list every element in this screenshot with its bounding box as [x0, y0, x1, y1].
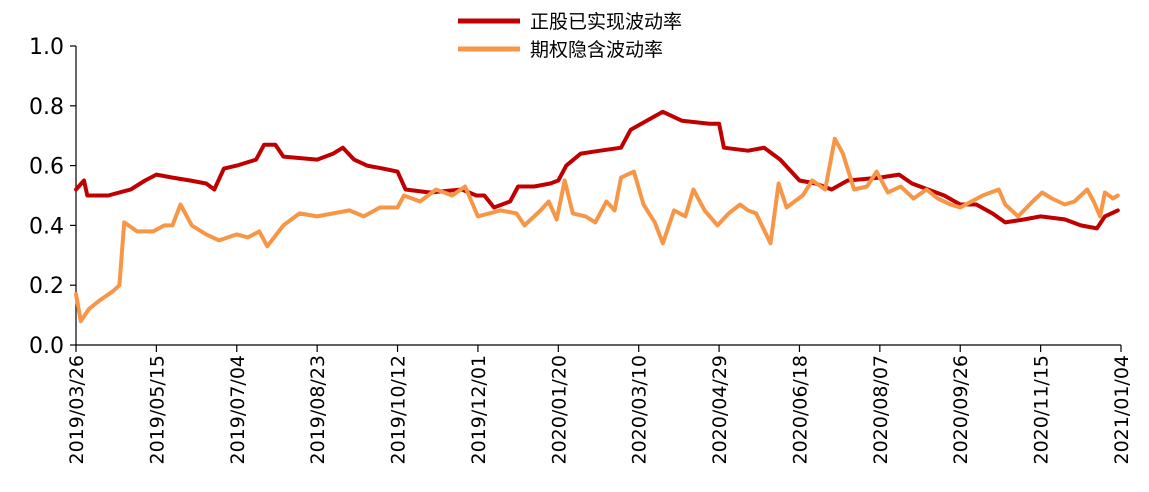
x-tick-label: 2020/03/10: [629, 355, 651, 465]
legend-label-implied-vol: 期权隐含波动率: [530, 39, 663, 61]
y-tick-label: 0.6: [29, 155, 64, 180]
series-line-realized-vol: [74, 109, 1120, 231]
legend-label-realized-vol: 正股已实现波动率: [530, 11, 682, 33]
x-tick-label: 2019/12/01: [468, 355, 490, 465]
x-tick-label: 2021/01/04: [1111, 355, 1133, 465]
x-tick-label: 2019/08/23: [307, 355, 329, 465]
y-tick-label: 0.8: [29, 95, 64, 120]
x-tick-label: 2020/06/18: [789, 355, 811, 465]
y-tick-label: 1.0: [29, 35, 64, 60]
x-tick-label: 2019/10/12: [388, 355, 410, 465]
y-tick-label: 0.0: [29, 334, 64, 359]
x-tick-label: 2020/04/29: [709, 355, 731, 465]
x-tick-label: 2019/05/15: [146, 355, 168, 465]
axes: 0.0 0.2 0.4 0.6 0.8 1.0 2019/03/26 2019/05/15 20…: [29, 35, 1133, 465]
series-line-implied-vol: [74, 136, 1120, 324]
legend: 正股已实现波动率 期权隐含波动率: [458, 11, 682, 61]
x-tick-label: 2019/03/26: [66, 355, 88, 465]
plot-area: [74, 109, 1120, 324]
x-tick-label: 2020/11/15: [1031, 355, 1053, 465]
x-tick-label: 2019/07/04: [227, 355, 249, 465]
y-tick-label: 0.4: [29, 214, 64, 239]
x-tick-label: 2020/09/26: [950, 355, 972, 465]
y-tick-label: 0.2: [29, 274, 64, 299]
x-tick-label: 2020/08/07: [870, 355, 892, 465]
x-tick-label: 2020/01/20: [548, 355, 570, 465]
